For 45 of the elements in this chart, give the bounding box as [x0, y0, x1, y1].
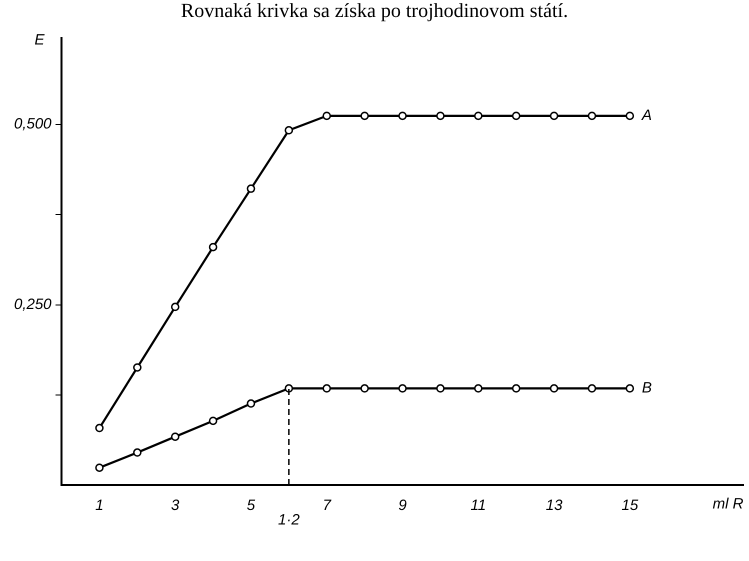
- point: [322, 112, 331, 120]
- point: [398, 112, 407, 120]
- point: [550, 112, 558, 120]
- point: [626, 384, 634, 393]
- y-tick-label: 0,250: [14, 296, 52, 313]
- series-label: A: [640, 107, 652, 124]
- point: [170, 302, 180, 312]
- point: [588, 384, 596, 393]
- point: [550, 384, 558, 393]
- point: [95, 424, 104, 432]
- point: [436, 384, 445, 393]
- x-tick-label: 5: [246, 497, 256, 514]
- point: [436, 112, 445, 120]
- x-tick-label: 3: [171, 497, 180, 514]
- point: [208, 242, 218, 252]
- point: [474, 112, 483, 120]
- annotation: 1·2: [278, 512, 300, 529]
- x-tick-label: 11: [470, 497, 486, 514]
- x-tick-label: 13: [546, 497, 564, 514]
- point: [246, 184, 256, 193]
- point: [360, 112, 369, 120]
- point: [95, 463, 104, 472]
- point: [246, 399, 256, 408]
- point: [474, 384, 483, 393]
- series-label: B: [642, 380, 652, 397]
- x-tick-label: 9: [398, 497, 408, 514]
- x-tick-label: 1: [95, 497, 104, 514]
- point: [133, 448, 142, 457]
- y-tick-label: 0,500: [14, 116, 52, 133]
- x-axis-title: ml R: [712, 496, 744, 513]
- chart-title: Rovnaká krivka sa získa po trojhodinovom státí.: [180, 0, 570, 22]
- x-tick-label: 7: [322, 497, 332, 514]
- point: [626, 112, 634, 120]
- point: [284, 126, 294, 135]
- point: [170, 432, 180, 441]
- x-tick-label: 15: [621, 497, 639, 514]
- point: [322, 384, 331, 393]
- point: [133, 363, 142, 372]
- point: [360, 384, 369, 393]
- point: [512, 112, 520, 120]
- y-axis-title: E: [34, 32, 46, 49]
- point: [512, 384, 520, 393]
- point: [588, 112, 596, 120]
- point: [208, 416, 218, 426]
- point: [398, 384, 407, 393]
